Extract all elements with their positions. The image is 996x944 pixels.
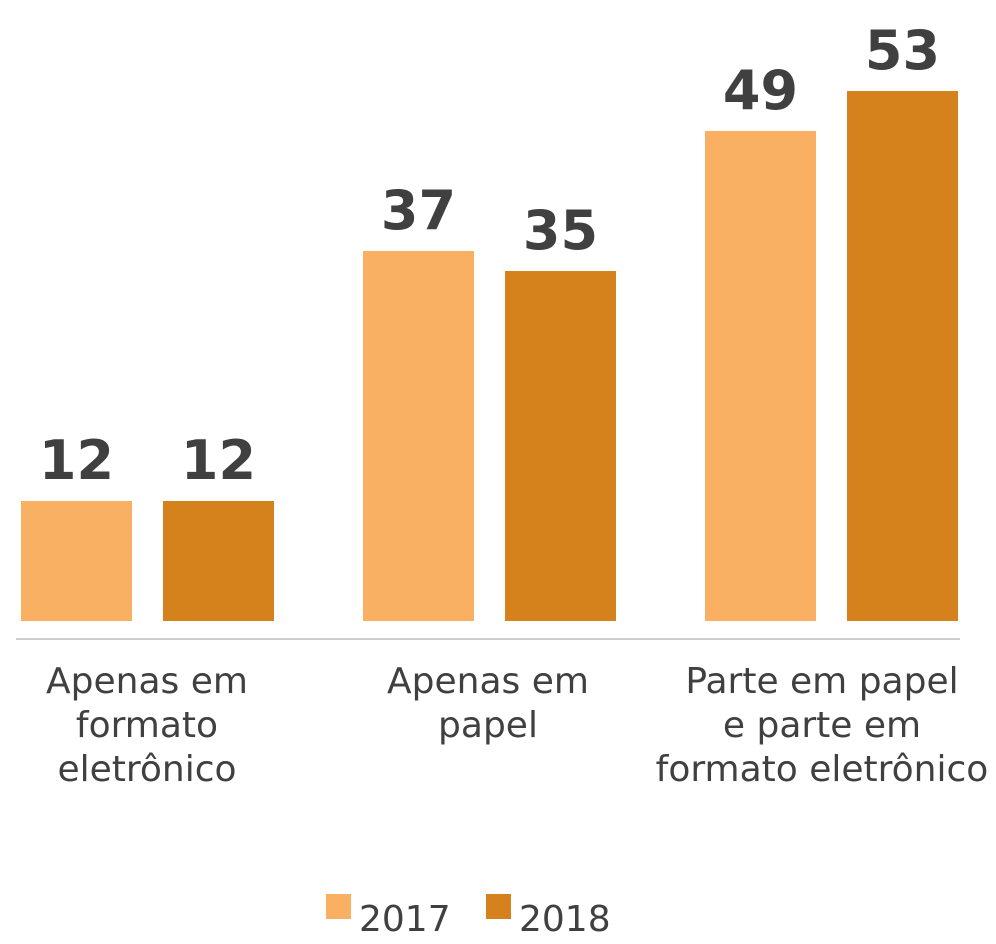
category-label-line: Apenas em <box>387 661 589 702</box>
legend-label-2018: 2018 <box>519 899 611 940</box>
legend-swatch-2017 <box>326 894 351 919</box>
bar-2018-cat1 <box>163 501 274 621</box>
category-label-line: e parte em <box>723 705 921 746</box>
category-label-line: papel <box>438 705 538 746</box>
legend-label-2017: 2017 <box>359 899 451 940</box>
bar-2017-cat1 <box>21 501 132 621</box>
value-label-2018-cat3: 53 <box>865 19 940 82</box>
bar-2018-cat2 <box>505 271 616 621</box>
bar-2018-cat3 <box>847 91 958 621</box>
value-label-2018-cat1: 12 <box>181 429 256 492</box>
bar-2017-cat2 <box>363 251 474 621</box>
category-label-line: eletrônico <box>57 749 236 790</box>
value-label-2017-cat3: 49 <box>723 59 798 122</box>
category-label-2: Apenas em papel <box>387 661 589 746</box>
value-label-2018-cat2: 35 <box>523 199 598 262</box>
category-label-3: Parte em papel e parte em formato eletrôni… <box>656 661 989 790</box>
bar-2017-cat3 <box>705 131 816 621</box>
category-label-line: formato <box>76 705 218 746</box>
value-label-2017-cat1: 12 <box>39 429 114 492</box>
category-label-line: Apenas em <box>46 661 248 702</box>
category-label-1: Apenas em formato eletrônico <box>46 661 248 790</box>
value-label-2017-cat2: 37 <box>381 179 456 242</box>
category-label-line: Parte em papel <box>685 661 958 702</box>
legend-swatch-2018 <box>486 894 511 919</box>
bars-group <box>21 91 958 621</box>
category-label-line: formato eletrônico <box>656 749 989 790</box>
value-labels-group: 12 37 49 12 35 53 <box>39 19 940 492</box>
legend: 2017 2018 <box>326 894 611 940</box>
